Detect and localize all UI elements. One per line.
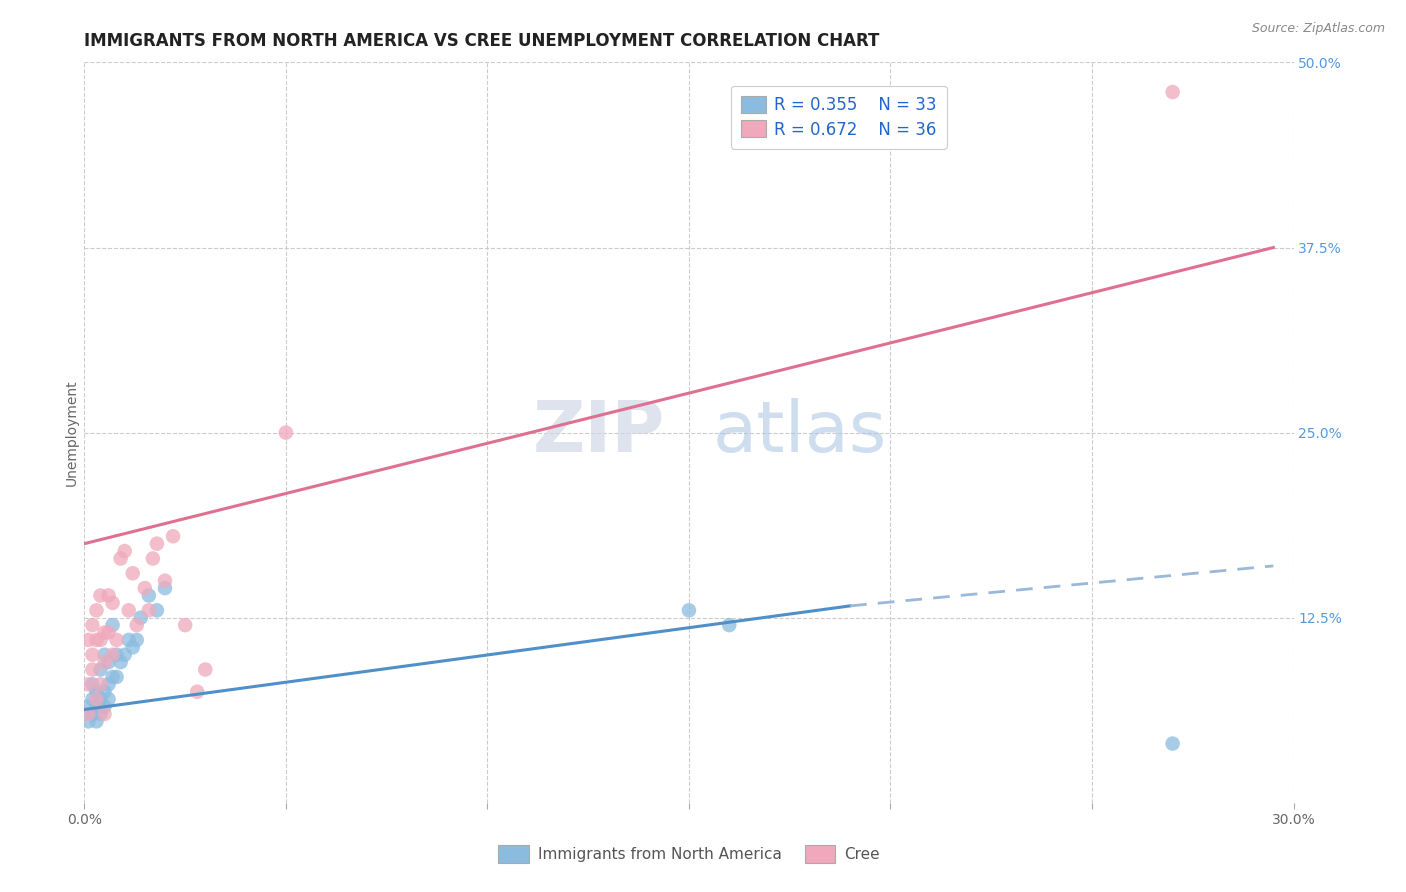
Point <box>110 655 132 669</box>
Point <box>1161 85 1184 99</box>
Text: IMMIGRANTS FROM NORTH AMERICA VS CREE UNEMPLOYMENT CORRELATION CHART: IMMIGRANTS FROM NORTH AMERICA VS CREE UN… <box>84 32 880 50</box>
Point <box>93 625 115 640</box>
Point <box>97 677 120 691</box>
Point <box>146 603 169 617</box>
Point <box>93 655 115 669</box>
Point <box>125 618 148 632</box>
Point <box>89 632 111 647</box>
Point <box>82 648 104 662</box>
Point <box>1161 737 1184 751</box>
Point <box>77 632 100 647</box>
Point <box>89 589 111 603</box>
Point <box>97 625 120 640</box>
Point <box>129 610 152 624</box>
Point <box>82 618 104 632</box>
Point <box>118 603 141 617</box>
Point <box>86 699 108 714</box>
Point <box>153 574 176 588</box>
Point <box>121 640 143 655</box>
Point <box>146 536 169 550</box>
Point <box>101 648 124 662</box>
Point <box>82 692 104 706</box>
Point <box>118 632 141 647</box>
Point <box>101 670 124 684</box>
Point <box>86 685 108 699</box>
Point <box>77 706 100 721</box>
Point <box>82 663 104 677</box>
Point <box>89 663 111 677</box>
Point <box>97 655 120 669</box>
Point <box>89 677 111 691</box>
Point <box>82 677 104 691</box>
Point <box>153 581 176 595</box>
Point <box>93 706 115 721</box>
Point <box>125 632 148 647</box>
Point <box>114 648 136 662</box>
Point <box>97 589 120 603</box>
Point <box>86 692 108 706</box>
Point <box>162 529 184 543</box>
Text: atlas: atlas <box>713 398 887 467</box>
Point <box>86 603 108 617</box>
Point <box>114 544 136 558</box>
Point <box>134 581 156 595</box>
Point <box>105 670 128 684</box>
Point <box>89 692 111 706</box>
Point <box>77 714 100 729</box>
Point <box>89 706 111 721</box>
Point <box>186 685 208 699</box>
Point <box>97 692 120 706</box>
Point <box>93 699 115 714</box>
Point <box>138 603 160 617</box>
Point <box>142 551 165 566</box>
Point <box>93 685 115 699</box>
Point <box>82 706 104 721</box>
Point <box>174 618 197 632</box>
Text: Source: ZipAtlas.com: Source: ZipAtlas.com <box>1251 22 1385 36</box>
Point <box>138 589 160 603</box>
Y-axis label: Unemployment: Unemployment <box>65 379 79 486</box>
Point <box>274 425 297 440</box>
Point <box>110 551 132 566</box>
Point <box>77 677 100 691</box>
Point <box>93 648 115 662</box>
Point <box>678 603 700 617</box>
Point <box>86 632 108 647</box>
Point <box>105 648 128 662</box>
Point <box>718 618 741 632</box>
Text: ZIP: ZIP <box>533 398 665 467</box>
Point <box>101 596 124 610</box>
Point <box>101 618 124 632</box>
Legend: Immigrants from North America, Cree: Immigrants from North America, Cree <box>492 839 886 869</box>
Point <box>86 714 108 729</box>
Point <box>194 663 217 677</box>
Point <box>105 632 128 647</box>
Point <box>121 566 143 581</box>
Point <box>77 699 100 714</box>
